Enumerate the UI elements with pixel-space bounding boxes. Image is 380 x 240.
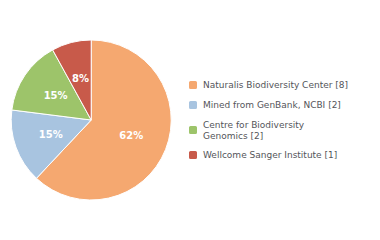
svg-text:15%: 15% xyxy=(39,129,63,140)
svg-text:8%: 8% xyxy=(72,73,89,84)
svg-text:Wellcome Sanger Institute [1]: Wellcome Sanger Institute [1] xyxy=(203,150,337,160)
svg-text:Genomics [2]: Genomics [2] xyxy=(203,131,263,141)
svg-text:62%: 62% xyxy=(119,130,143,141)
svg-text:Mined from GenBank, NCBI [2]: Mined from GenBank, NCBI [2] xyxy=(203,100,341,110)
svg-text:Centre for Biodiversity: Centre for Biodiversity xyxy=(203,120,305,130)
svg-text:Naturalis Biodiversity Center: Naturalis Biodiversity Center [8] xyxy=(203,80,348,90)
svg-text:15%: 15% xyxy=(44,90,68,101)
